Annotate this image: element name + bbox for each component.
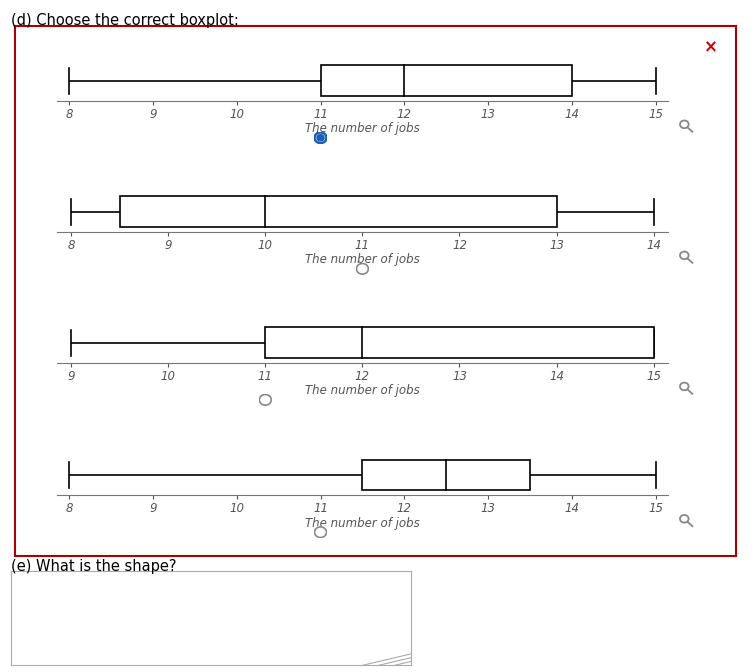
Circle shape	[317, 134, 324, 141]
Bar	[120, 196, 556, 227]
Bar	[321, 65, 572, 96]
X-axis label: The number of jobs: The number of jobs	[305, 122, 420, 135]
X-axis label: The number of jobs: The number of jobs	[305, 253, 420, 266]
X-axis label: The number of jobs: The number of jobs	[305, 384, 420, 397]
Text: (e) What is the shape?: (e) What is the shape?	[11, 559, 176, 574]
Text: (d) Choose the correct boxplot:: (d) Choose the correct boxplot:	[11, 13, 239, 28]
X-axis label: The number of jobs: The number of jobs	[305, 517, 420, 530]
Bar	[265, 327, 654, 358]
Text: ×: ×	[704, 39, 718, 57]
Bar	[362, 460, 530, 491]
